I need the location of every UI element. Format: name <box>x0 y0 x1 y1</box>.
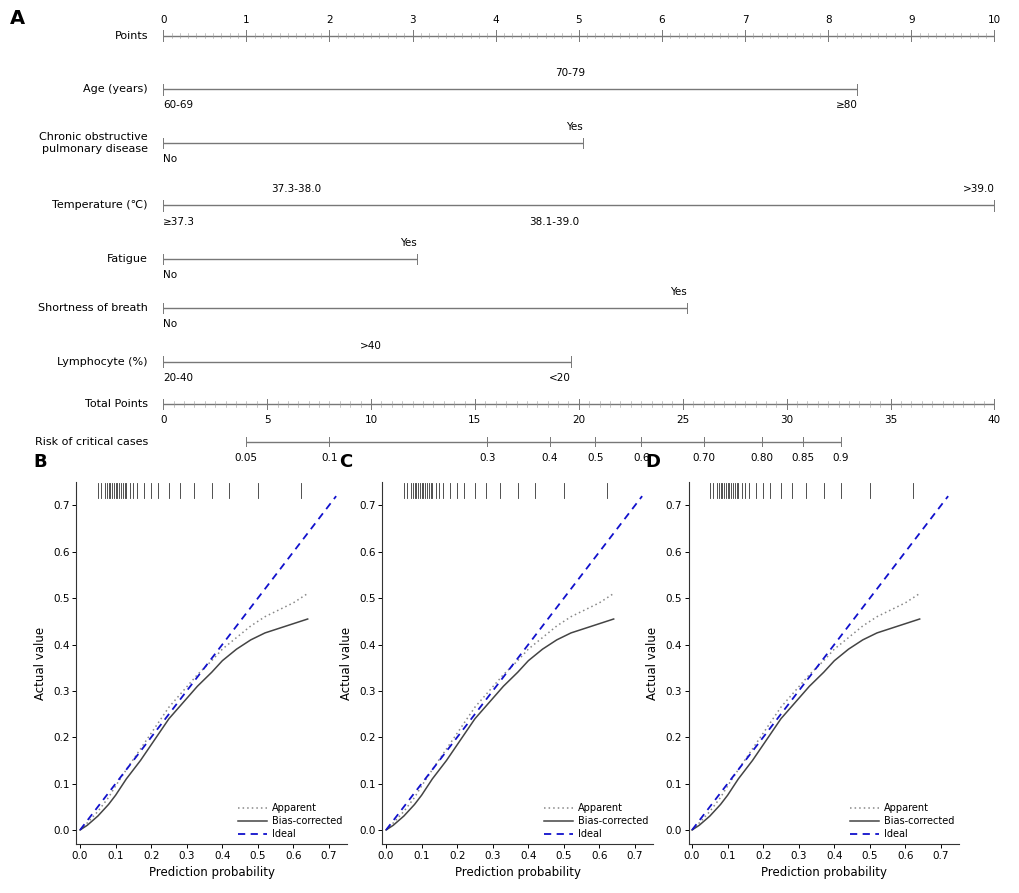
Text: No: No <box>163 271 177 280</box>
Text: 10: 10 <box>364 415 377 425</box>
Text: 0.6: 0.6 <box>633 454 649 463</box>
Text: <20: <20 <box>548 373 570 383</box>
Text: 60-69: 60-69 <box>163 100 194 111</box>
Text: 0: 0 <box>160 415 166 425</box>
Text: Points: Points <box>114 30 148 41</box>
Text: 9: 9 <box>907 14 914 24</box>
Text: ≥37.3: ≥37.3 <box>163 217 195 227</box>
Text: No: No <box>163 154 177 164</box>
Text: 7: 7 <box>741 14 748 24</box>
X-axis label: Prediction probability: Prediction probability <box>760 866 886 880</box>
Text: >39.0: >39.0 <box>962 184 994 194</box>
Text: 20-40: 20-40 <box>163 373 193 383</box>
Text: 0: 0 <box>160 14 166 24</box>
Text: Lymphocyte (%): Lymphocyte (%) <box>57 356 148 367</box>
Text: 6: 6 <box>658 14 664 24</box>
Text: 15: 15 <box>468 415 481 425</box>
Text: 0.5: 0.5 <box>587 454 603 463</box>
Text: >40: >40 <box>360 340 381 350</box>
Text: A: A <box>10 9 25 28</box>
Text: 0.3: 0.3 <box>479 454 495 463</box>
Text: 10: 10 <box>987 14 1000 24</box>
Text: Risk of critical cases: Risk of critical cases <box>35 437 148 447</box>
Text: 2: 2 <box>326 14 332 24</box>
Y-axis label: Actual value: Actual value <box>35 627 48 699</box>
Text: 3: 3 <box>409 14 416 24</box>
X-axis label: Prediction probability: Prediction probability <box>149 866 274 880</box>
Text: 0.4: 0.4 <box>541 454 557 463</box>
Text: 0.9: 0.9 <box>832 454 848 463</box>
Text: 5: 5 <box>575 14 582 24</box>
Legend: Apparent, Bias-corrected, Ideal: Apparent, Bias-corrected, Ideal <box>543 803 647 839</box>
Text: B: B <box>34 454 47 472</box>
Text: 5: 5 <box>264 415 270 425</box>
Legend: Apparent, Bias-corrected, Ideal: Apparent, Bias-corrected, Ideal <box>237 803 341 839</box>
Text: C: C <box>339 454 353 472</box>
Y-axis label: Actual value: Actual value <box>646 627 659 699</box>
Text: 37.3-38.0: 37.3-38.0 <box>271 184 321 194</box>
Text: 0.80: 0.80 <box>750 454 772 463</box>
Text: 1: 1 <box>243 14 250 24</box>
X-axis label: Prediction probability: Prediction probability <box>454 866 580 880</box>
Text: Yes: Yes <box>399 238 417 247</box>
Text: Total Points: Total Points <box>85 399 148 409</box>
Text: 25: 25 <box>676 415 689 425</box>
Text: Yes: Yes <box>566 121 583 131</box>
Text: Chronic obstructive
pulmonary disease: Chronic obstructive pulmonary disease <box>40 132 148 154</box>
Text: 0.70: 0.70 <box>691 454 714 463</box>
Y-axis label: Actual value: Actual value <box>340 627 354 699</box>
Text: Temperature (℃): Temperature (℃) <box>52 200 148 211</box>
Text: D: D <box>645 454 659 472</box>
Text: 0.05: 0.05 <box>234 454 258 463</box>
Text: 8: 8 <box>824 14 830 24</box>
Text: 38.1-39.0: 38.1-39.0 <box>528 217 579 227</box>
Text: 40: 40 <box>987 415 1000 425</box>
Text: Shortness of breath: Shortness of breath <box>38 303 148 313</box>
Text: 35: 35 <box>883 415 897 425</box>
Text: 20: 20 <box>572 415 585 425</box>
Text: 30: 30 <box>780 415 793 425</box>
Text: 0.85: 0.85 <box>791 454 814 463</box>
Text: 0.1: 0.1 <box>321 454 337 463</box>
Text: Fatigue: Fatigue <box>107 254 148 264</box>
Text: No: No <box>163 320 177 330</box>
Text: ≥80: ≥80 <box>835 100 857 111</box>
Text: 4: 4 <box>492 14 498 24</box>
Text: Age (years): Age (years) <box>84 84 148 95</box>
Legend: Apparent, Bias-corrected, Ideal: Apparent, Bias-corrected, Ideal <box>849 803 953 839</box>
Text: 70-79: 70-79 <box>555 68 585 79</box>
Text: Yes: Yes <box>669 287 686 296</box>
